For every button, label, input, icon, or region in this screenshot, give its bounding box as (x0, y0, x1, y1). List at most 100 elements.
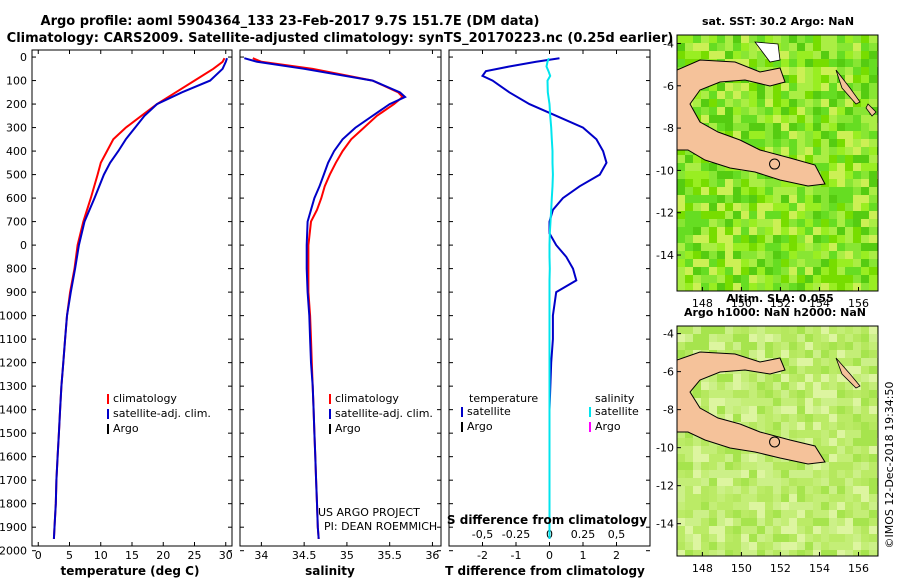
map-cell (701, 179, 709, 187)
map-cell (805, 91, 813, 99)
map-cell (701, 494, 709, 502)
map-cell (781, 195, 789, 203)
map-cell (717, 550, 725, 556)
map-cell (789, 462, 797, 470)
map-cell (869, 251, 877, 259)
map-cell (781, 334, 789, 342)
map-cell (773, 267, 781, 275)
map-cell (741, 454, 749, 462)
map-cell (821, 390, 829, 398)
map-cell (861, 195, 869, 203)
map-cell (829, 275, 837, 283)
map-cell (837, 235, 845, 243)
map-cell (717, 542, 725, 550)
map-cell (717, 83, 725, 91)
map-cell (685, 219, 693, 227)
sst-land (677, 41, 877, 187)
map-cell (789, 99, 797, 107)
map-cell (837, 550, 845, 556)
map-cell (829, 414, 837, 422)
map-cell (725, 382, 733, 390)
map-cell (725, 211, 733, 219)
map-cell (741, 382, 749, 390)
map-cell (773, 518, 781, 526)
map-cell (853, 235, 861, 243)
map-cell (765, 334, 773, 342)
map-cell (821, 438, 829, 446)
map-cell (677, 502, 685, 510)
map-cell (685, 243, 693, 251)
map-cell (741, 51, 749, 59)
x-tick-label: 35.5 (377, 549, 402, 562)
map-cell (765, 342, 773, 350)
map-cell (805, 374, 813, 382)
map-cell (757, 51, 765, 59)
map-cell (709, 259, 717, 267)
map-cell (717, 502, 725, 510)
map-cell (829, 235, 837, 243)
map-cell (789, 470, 797, 478)
map-cell (693, 187, 701, 195)
map-cell (741, 267, 749, 275)
map-cell (693, 470, 701, 478)
map-cell (861, 91, 869, 99)
sla-profile-marker (769, 436, 781, 448)
map-cell (733, 534, 741, 542)
map-cell (845, 115, 853, 123)
map-cell (749, 526, 757, 534)
map-cell (765, 203, 773, 211)
map-cell (821, 462, 829, 470)
map-cell (741, 59, 749, 67)
map-cell (757, 454, 765, 462)
map-cell (717, 526, 725, 534)
map-cell (845, 470, 853, 478)
map-cell (765, 187, 773, 195)
map-cell (765, 406, 773, 414)
map-cell (797, 99, 805, 107)
map-cell (829, 350, 837, 358)
map-cell (725, 326, 733, 334)
map-cell (685, 550, 693, 556)
map-cell (749, 326, 757, 334)
map-cell (861, 326, 869, 334)
series-line-salinity-satellite (545, 57, 554, 539)
map-cell (717, 203, 725, 211)
map-cell (821, 502, 829, 510)
map-cell (741, 107, 749, 115)
map-cell (733, 187, 741, 195)
map-cell (837, 478, 845, 486)
map-cell (821, 155, 829, 163)
map-cell (781, 550, 789, 556)
temperature-ticks: 0 5 10 15 20 25 30 (32, 50, 233, 562)
map-cell (677, 227, 685, 235)
map-cell (693, 534, 701, 542)
sst-island-east (835, 69, 861, 105)
map-cell (733, 251, 741, 259)
map-cell (781, 275, 789, 283)
map-cell (845, 406, 853, 414)
map-cell (725, 486, 733, 494)
map-cell (733, 406, 741, 414)
map-cell (829, 35, 837, 43)
map-cell (797, 195, 805, 203)
map-cell (813, 259, 821, 267)
depth-tick-label: 800 (6, 263, 27, 276)
map-cell (869, 550, 877, 556)
map-cell (821, 43, 829, 51)
map-cell (757, 219, 765, 227)
map-cell (821, 526, 829, 534)
x2-tick-label: -0.25 (502, 528, 530, 541)
map-cell (837, 462, 845, 470)
map-cell (677, 550, 685, 556)
map-cell (765, 267, 773, 275)
map-cell (749, 414, 757, 422)
map-cell (733, 283, 741, 291)
map-cell (773, 259, 781, 267)
map-cell (853, 526, 861, 534)
map-cell (773, 542, 781, 550)
map-cell (837, 91, 845, 99)
map-cell (709, 211, 717, 219)
map-cell (725, 510, 733, 518)
map-cell (813, 422, 821, 430)
map-cell (853, 502, 861, 510)
